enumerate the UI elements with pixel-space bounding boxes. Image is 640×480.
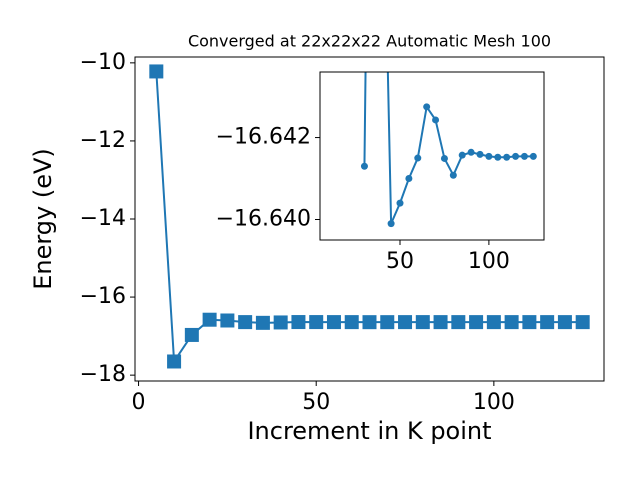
marker (486, 315, 501, 330)
marker (414, 154, 422, 162)
marker (344, 315, 359, 330)
y-tick-label: −14 (80, 206, 126, 231)
marker (255, 315, 270, 330)
x-tick-label: 50 (386, 249, 414, 274)
axes-frame (319, 71, 545, 241)
marker (529, 152, 537, 160)
marker (485, 152, 493, 160)
x-axis-label: Increment in K point (247, 417, 491, 445)
marker (440, 154, 448, 162)
marker (273, 315, 288, 330)
marker (458, 151, 466, 159)
y-tick-label: −10 (80, 50, 126, 75)
y-tick-label: −18 (80, 362, 126, 387)
marker (503, 153, 511, 161)
x-tick-label: 100 (473, 390, 515, 415)
marker (149, 64, 164, 79)
marker (557, 315, 572, 330)
marker (309, 315, 324, 330)
marker (504, 315, 519, 330)
plot-layer (149, 64, 590, 369)
y-tick-label: −12 (80, 128, 126, 153)
marker (432, 116, 440, 124)
marker (512, 152, 520, 160)
marker (469, 315, 484, 330)
marker (184, 327, 199, 342)
chart-title: Converged at 22x22x22 Automatic Mesh 100 (188, 32, 551, 51)
marker (396, 199, 404, 207)
marker (326, 315, 341, 330)
marker (451, 315, 466, 330)
marker (238, 315, 253, 330)
marker (362, 315, 377, 330)
marker (575, 315, 590, 330)
plot-layer (360, 72, 537, 228)
marker (494, 153, 502, 161)
marker (540, 315, 555, 330)
y-tick-label: −16 (80, 284, 126, 309)
x-tick-label: 50 (302, 390, 330, 415)
marker (433, 315, 448, 330)
y-tick-label: −16.640 (216, 207, 311, 232)
marker (522, 315, 537, 330)
marker (167, 354, 182, 369)
y-tick-label: −16.642 (216, 125, 311, 150)
marker (405, 175, 413, 183)
marker (387, 220, 395, 228)
marker (398, 315, 413, 330)
marker (449, 171, 457, 179)
marker (467, 148, 475, 156)
marker (415, 315, 430, 330)
marker (380, 315, 395, 330)
marker (423, 103, 431, 111)
marker (220, 313, 235, 328)
marker (476, 150, 484, 158)
y-axis-label: Energy (eV) (29, 148, 57, 290)
x-tick-label: 100 (468, 249, 510, 274)
marker (360, 162, 368, 170)
marker (520, 152, 528, 160)
marker (291, 315, 306, 330)
marker (202, 312, 217, 327)
x-tick-label: 0 (132, 390, 146, 415)
